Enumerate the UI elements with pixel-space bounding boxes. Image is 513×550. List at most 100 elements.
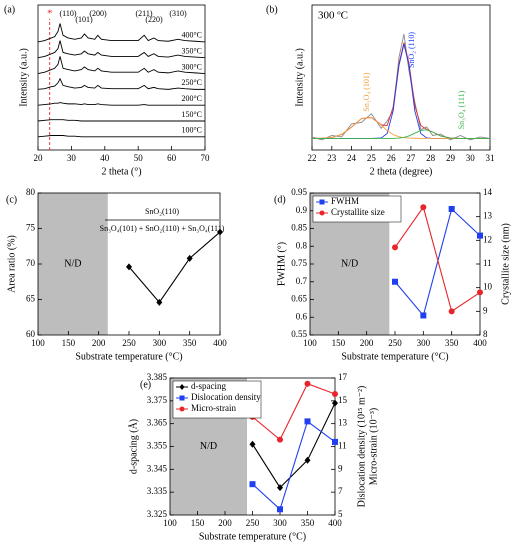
point bbox=[332, 390, 338, 397]
y-tick-label: 3.355 bbox=[147, 441, 168, 451]
x-tick-label: 100 bbox=[163, 518, 177, 528]
series-label: 100°C bbox=[181, 126, 202, 135]
y2-tick-label: 12 bbox=[483, 234, 492, 244]
x-tick-label: 30 bbox=[466, 153, 476, 163]
x-tick-label: 300 bbox=[273, 518, 287, 528]
point bbox=[156, 298, 163, 306]
point bbox=[477, 232, 483, 239]
series-line bbox=[37, 77, 205, 90]
x-tick-label: 300 bbox=[153, 338, 167, 348]
y2-axis-label: Dislocation density (10¹⁵ m⁻²) bbox=[356, 386, 367, 508]
y-tick-label: 0.65 bbox=[291, 294, 307, 304]
nd-label: N/D bbox=[64, 258, 81, 269]
series-label: 400°C bbox=[181, 31, 202, 40]
y2-tick-label: 11 bbox=[483, 258, 492, 268]
y-axis-label: d-spacing (Å) bbox=[127, 419, 139, 474]
series-line bbox=[37, 102, 205, 106]
x-tick-label: 60 bbox=[167, 153, 177, 163]
y2-tick-label: 11 bbox=[338, 441, 347, 451]
y-tick-label: 3.365 bbox=[147, 418, 168, 428]
annotation: SnO₂(110) bbox=[145, 207, 179, 216]
y-tick-label: 3.385 bbox=[147, 372, 168, 382]
y-tick-label: 0.7 bbox=[296, 276, 308, 286]
point bbox=[477, 289, 483, 296]
legend-box bbox=[312, 195, 402, 223]
x-tick-label: 100 bbox=[303, 338, 317, 348]
legend-label: Crystallite size bbox=[331, 207, 385, 217]
point bbox=[332, 438, 338, 445]
y2-tick-label: 8 bbox=[483, 329, 488, 339]
point bbox=[448, 308, 455, 315]
x-axis-label: 2 theta (°) bbox=[101, 166, 141, 177]
x-tick-label: 250 bbox=[122, 338, 136, 348]
x-tick-label: 100 bbox=[31, 338, 45, 348]
point bbox=[186, 254, 193, 262]
x-tick-label: 200 bbox=[218, 518, 232, 528]
y2-axis-label: Crystallite size (nm) bbox=[500, 223, 511, 305]
annotation: (110) bbox=[59, 9, 76, 18]
x-axis-label: Substrate temperature (°C) bbox=[199, 531, 306, 542]
series-line bbox=[37, 56, 206, 74]
y-axis-label: Intensity (a.u.) bbox=[294, 48, 305, 107]
series-label: 300°C bbox=[181, 62, 202, 71]
x-tick-label: 23 bbox=[327, 153, 337, 163]
point bbox=[304, 380, 311, 387]
y-tick-label: 0.9 bbox=[296, 205, 308, 215]
x-tick-label: 350 bbox=[445, 338, 459, 348]
x-tick-label: 31 bbox=[486, 153, 495, 163]
y-tick-label: 0.85 bbox=[291, 223, 307, 233]
legend-label: Micro-strain bbox=[191, 403, 236, 413]
reference-label: * bbox=[47, 8, 53, 20]
x-tick-label: 30 bbox=[67, 153, 77, 163]
x-tick-label: 26 bbox=[387, 153, 397, 163]
point bbox=[420, 312, 427, 319]
legend-marker bbox=[319, 199, 325, 205]
x-tick-label: 200 bbox=[92, 338, 106, 348]
plot-frame bbox=[37, 4, 206, 151]
x-tick-label: 28 bbox=[426, 153, 436, 163]
x-tick-label: 50 bbox=[134, 153, 144, 163]
series-line bbox=[312, 129, 490, 139]
y-tick-label: 70 bbox=[26, 258, 36, 268]
annotation: (310) bbox=[169, 9, 187, 18]
y-axis-label: Area ratio (%) bbox=[6, 235, 17, 293]
series-label: Sn₃O₄ (111) bbox=[457, 90, 466, 129]
x-tick-label: 20 bbox=[34, 153, 44, 163]
point bbox=[304, 418, 311, 425]
point bbox=[277, 506, 283, 513]
y-tick-label: 80 bbox=[26, 187, 36, 197]
point bbox=[126, 263, 132, 271]
y2-tick-label: 10 bbox=[483, 282, 493, 292]
annotation: (101) bbox=[75, 15, 93, 24]
point bbox=[217, 228, 223, 236]
annotation: (211) bbox=[135, 9, 152, 18]
x-axis-label: 2 theta (degree) bbox=[370, 166, 433, 177]
annotation: (220) bbox=[145, 15, 163, 24]
y2-tick-label: 13 bbox=[338, 418, 348, 428]
x-tick-label: 29 bbox=[446, 153, 456, 163]
y-tick-label: 3.335 bbox=[147, 486, 168, 496]
y-tick-label: 65 bbox=[26, 294, 36, 304]
nd-region bbox=[38, 193, 108, 335]
y-tick-label: 0.75 bbox=[291, 258, 307, 268]
y2-tick-label: 15 bbox=[338, 395, 348, 405]
y-axis-label: FWHM (°) bbox=[276, 242, 287, 286]
y2-tick-label: 14 bbox=[483, 187, 493, 197]
y2-axis-label: Micro-strain (10⁻³) bbox=[368, 408, 379, 485]
legend-label: FWHM bbox=[331, 196, 359, 206]
x-tick-label: 400 bbox=[473, 338, 487, 348]
x-axis-label: Substrate temperature (°C) bbox=[75, 351, 182, 362]
point bbox=[277, 484, 283, 492]
point bbox=[448, 205, 455, 212]
x-axis-label: Substrate temperature (°C) bbox=[341, 351, 448, 362]
series-line bbox=[37, 23, 206, 43]
x-tick-label: 200 bbox=[360, 338, 374, 348]
x-tick-label: 150 bbox=[191, 518, 205, 528]
y-tick-label: 0.55 bbox=[291, 329, 307, 339]
annotation: 300 ºC bbox=[318, 10, 348, 22]
nd-label: N/D bbox=[200, 441, 217, 452]
x-tick-label: 250 bbox=[388, 338, 402, 348]
y-tick-label: 3.375 bbox=[147, 395, 168, 405]
y2-tick-label: 9 bbox=[338, 463, 343, 473]
